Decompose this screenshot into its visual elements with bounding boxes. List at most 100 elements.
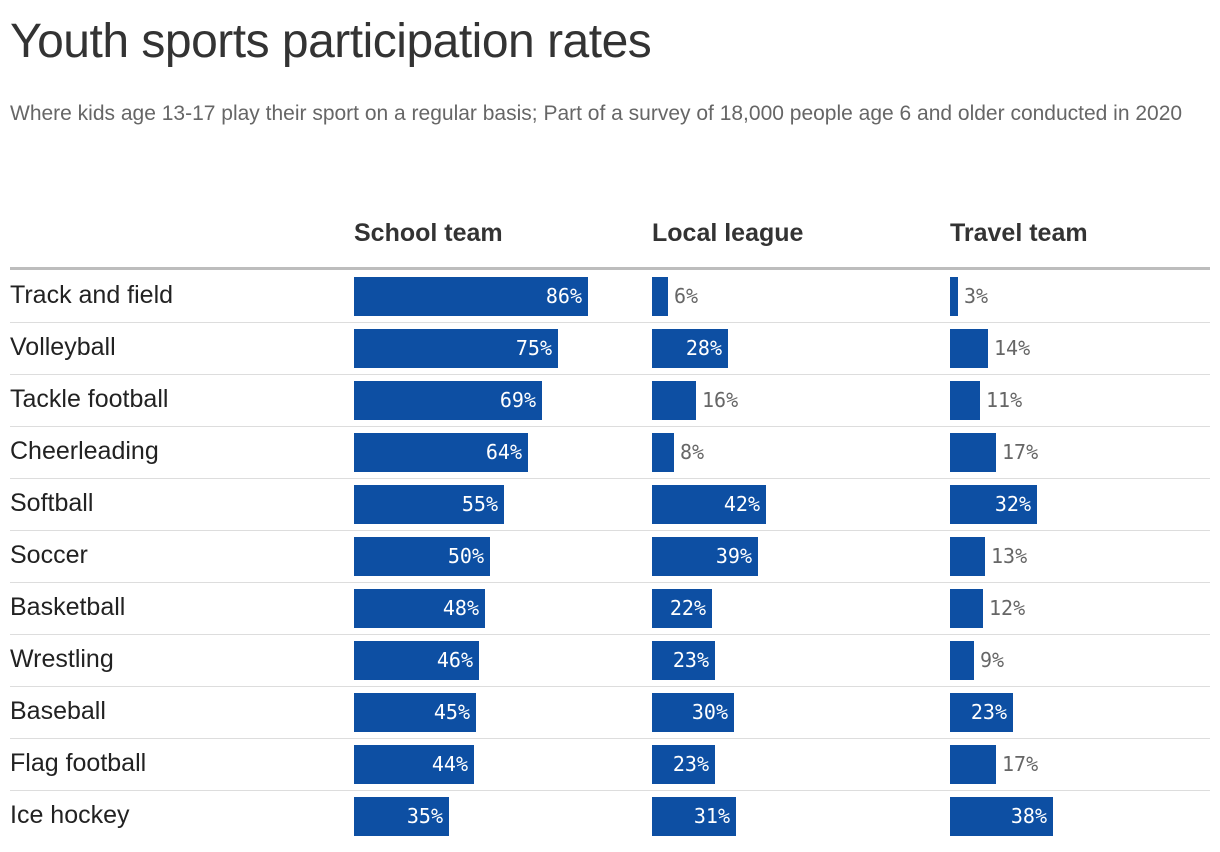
table-row: Tackle football 69% 16% 11%: [10, 375, 1210, 427]
data-label-school-team-basketball: 48%: [442, 596, 479, 620]
data-label-travel-team-soccer: 13%: [991, 544, 1028, 568]
bar-local-league-soccer: [652, 537, 758, 576]
category-label: Wrestling: [10, 645, 114, 673]
data-label-travel-team-softball: 32%: [994, 492, 1031, 516]
bar-local-league-cheerleading: [652, 433, 674, 472]
data-label-school-team-track-and-field: 86%: [545, 284, 582, 308]
data-label-travel-team-track-and-field: 3%: [964, 284, 989, 308]
data-label-school-team-wrestling: 46%: [436, 648, 473, 672]
category-label: Tackle football: [10, 385, 169, 413]
data-label-local-league-flag-football: 23%: [672, 752, 709, 776]
data-label-travel-team-wrestling: 9%: [980, 648, 1005, 672]
table-row: Wrestling 46% 23% 9%: [10, 635, 1210, 687]
bar-school-team-tackle-football: [354, 381, 542, 420]
data-label-local-league-tackle-football: 16%: [702, 388, 739, 412]
bar-travel-team-ice-hockey: [950, 797, 1053, 836]
row-divider: [10, 530, 1210, 531]
data-label-school-team-volleyball: 75%: [515, 336, 552, 360]
bar-travel-team-soccer: [950, 537, 985, 576]
data-label-travel-team-baseball: 23%: [970, 700, 1007, 724]
data-label-local-league-basketball: 22%: [669, 596, 706, 620]
row-divider: [10, 582, 1210, 583]
data-label-travel-team-flag-football: 17%: [1002, 752, 1039, 776]
bar-travel-team-volleyball: [950, 329, 988, 368]
data-label-travel-team-volleyball: 14%: [994, 336, 1031, 360]
data-label-travel-team-basketball: 12%: [989, 596, 1026, 620]
data-label-travel-team-cheerleading: 17%: [1002, 440, 1039, 464]
bar-school-team-softball: [354, 485, 504, 524]
data-label-travel-team-tackle-football: 11%: [986, 388, 1023, 412]
bar-travel-team-tackle-football: [950, 381, 980, 420]
data-label-local-league-cheerleading: 8%: [680, 440, 705, 464]
data-label-school-team-flag-football: 44%: [431, 752, 468, 776]
category-label: Baseball: [10, 697, 106, 725]
row-divider: [10, 426, 1210, 427]
data-label-school-team-softball: 55%: [461, 492, 498, 516]
bar-local-league-volleyball: [652, 329, 728, 368]
data-label-school-team-soccer: 50%: [447, 544, 484, 568]
table-row: Softball 55% 42% 32%: [10, 479, 1210, 531]
bar-travel-team-softball: [950, 485, 1037, 524]
table-row: Ice hockey 35% 31% 38%: [10, 791, 1210, 843]
row-divider: [10, 686, 1210, 687]
bar-local-league-flag-football: [652, 745, 715, 784]
table-row: Track and field 86% 6% 3%: [10, 271, 1210, 323]
table-row: Basketball 48% 22% 12%: [10, 583, 1210, 635]
data-label-local-league-ice-hockey: 31%: [693, 804, 730, 828]
bar-local-league-wrestling: [652, 641, 715, 680]
chart-title: Youth sports participation rates: [10, 15, 652, 68]
bar-school-team-volleyball: [354, 329, 558, 368]
data-label-school-team-baseball: 45%: [433, 700, 470, 724]
row-divider: [10, 790, 1210, 791]
table-row: Cheerleading 64% 8% 17%: [10, 427, 1210, 479]
row-divider: [10, 738, 1210, 739]
data-label-school-team-ice-hockey: 35%: [406, 804, 443, 828]
data-label-local-league-volleyball: 28%: [685, 336, 722, 360]
category-label: Flag football: [10, 749, 147, 777]
bar-local-league-softball: [652, 485, 766, 524]
bar-local-league-track-and-field: [652, 277, 668, 316]
category-label: Ice hockey: [10, 801, 130, 829]
bar-travel-team-track-and-field: [950, 277, 958, 316]
bar-school-team-track-and-field: [354, 277, 588, 316]
bar-school-team-wrestling: [354, 641, 479, 680]
bar-local-league-baseball: [652, 693, 734, 732]
bar-school-team-ice-hockey: [354, 797, 449, 836]
row-divider: [10, 322, 1210, 323]
category-label: Softball: [10, 489, 94, 517]
category-label: Track and field: [10, 281, 174, 309]
bar-travel-team-cheerleading: [950, 433, 996, 472]
data-label-local-league-baseball: 30%: [691, 700, 728, 724]
bar-local-league-tackle-football: [652, 381, 696, 420]
bar-local-league-ice-hockey: [652, 797, 736, 836]
table-row: Soccer 50% 39% 13%: [10, 531, 1210, 583]
bar-school-team-flag-football: [354, 745, 474, 784]
bar-school-team-basketball: [354, 589, 485, 628]
bar-travel-team-basketball: [950, 589, 983, 628]
row-divider: [10, 374, 1210, 375]
chart-subtitle: Where kids age 13-17 play their sport on…: [10, 102, 1183, 125]
header-divider: [10, 267, 1210, 270]
category-label: Cheerleading: [10, 437, 159, 465]
column-header-local-league: Local league: [652, 219, 804, 247]
row-divider: [10, 634, 1210, 635]
bar-school-team-soccer: [354, 537, 490, 576]
data-label-school-team-tackle-football: 69%: [499, 388, 536, 412]
column-header-school-team: School team: [354, 219, 503, 247]
data-label-local-league-wrestling: 23%: [672, 648, 709, 672]
bar-travel-team-flag-football: [950, 745, 996, 784]
category-label: Soccer: [10, 541, 88, 569]
bar-school-team-baseball: [354, 693, 476, 732]
data-label-local-league-softball: 42%: [723, 492, 760, 516]
data-label-local-league-soccer: 39%: [715, 544, 752, 568]
category-label: Volleyball: [10, 333, 116, 361]
column-header-travel-team: Travel team: [950, 219, 1088, 247]
table-row: Volleyball 75% 28% 14%: [10, 323, 1210, 375]
row-divider: [10, 478, 1210, 479]
category-label: Basketball: [10, 593, 126, 621]
bar-local-league-basketball: [652, 589, 712, 628]
data-label-school-team-cheerleading: 64%: [485, 440, 522, 464]
bar-school-team-cheerleading: [354, 433, 528, 472]
table-row: Baseball 45% 30% 23%: [10, 687, 1210, 739]
bar-travel-team-wrestling: [950, 641, 974, 680]
